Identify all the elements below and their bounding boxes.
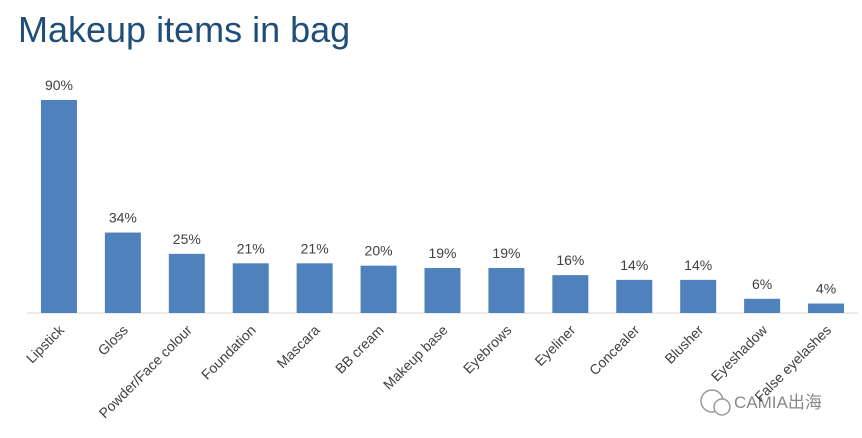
data-label: 21% [237, 240, 265, 256]
bar [296, 263, 333, 313]
bar [680, 279, 717, 313]
data-label: 16% [556, 252, 584, 268]
data-label: 6% [752, 276, 772, 292]
data-label: 25% [173, 231, 201, 247]
bar [488, 268, 525, 313]
data-label: 34% [109, 210, 137, 226]
bar [616, 279, 653, 313]
data-label: 90% [45, 77, 73, 93]
data-label: 19% [492, 245, 520, 261]
watermark: CAMIA出海 [734, 393, 822, 412]
bar [424, 268, 461, 313]
bar [808, 303, 845, 313]
bar [744, 298, 781, 313]
bar [40, 100, 77, 313]
bar [552, 275, 589, 313]
bar [168, 253, 205, 313]
data-label: 19% [428, 245, 456, 261]
data-label: 14% [620, 257, 648, 273]
bar [360, 265, 397, 313]
data-label: 4% [816, 281, 836, 297]
data-label: 14% [684, 257, 712, 273]
bar [232, 263, 269, 313]
data-label: 21% [301, 240, 329, 256]
chart-title: Makeup items in bag [18, 9, 350, 50]
watermark-group: CAMIA出海 [700, 389, 822, 416]
data-label: 20% [365, 243, 393, 259]
watermark-icon [713, 398, 731, 416]
bar [104, 232, 141, 313]
